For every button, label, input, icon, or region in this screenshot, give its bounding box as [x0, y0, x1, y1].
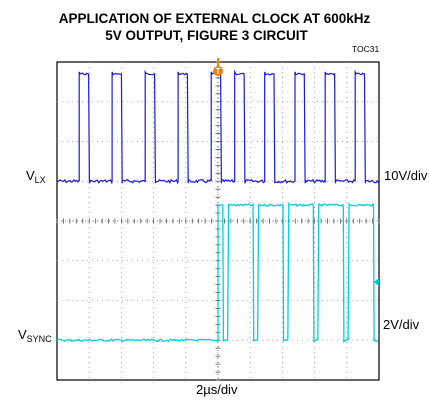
- vsync-trace: [56, 201, 379, 344]
- chart-subtitle: 5V OUTPUT, FIGURE 3 CIRCUIT: [105, 28, 308, 43]
- vlx-scale: 10V/div: [384, 168, 428, 183]
- x-axis-label: 2µs/div: [196, 382, 238, 397]
- figure-id: TOC31: [352, 44, 380, 54]
- vlx-label: VLX: [26, 168, 46, 185]
- chart-title: APPLICATION OF EXTERNAL CLOCK AT 600kHz: [58, 11, 371, 26]
- trigger-marker: T: [213, 58, 223, 76]
- trigger-marker-label: T: [216, 67, 221, 76]
- channel-reference-marker: [374, 278, 379, 286]
- vsync-label: VSYNC: [18, 327, 52, 344]
- vsync-scale: 2V/div: [383, 317, 420, 332]
